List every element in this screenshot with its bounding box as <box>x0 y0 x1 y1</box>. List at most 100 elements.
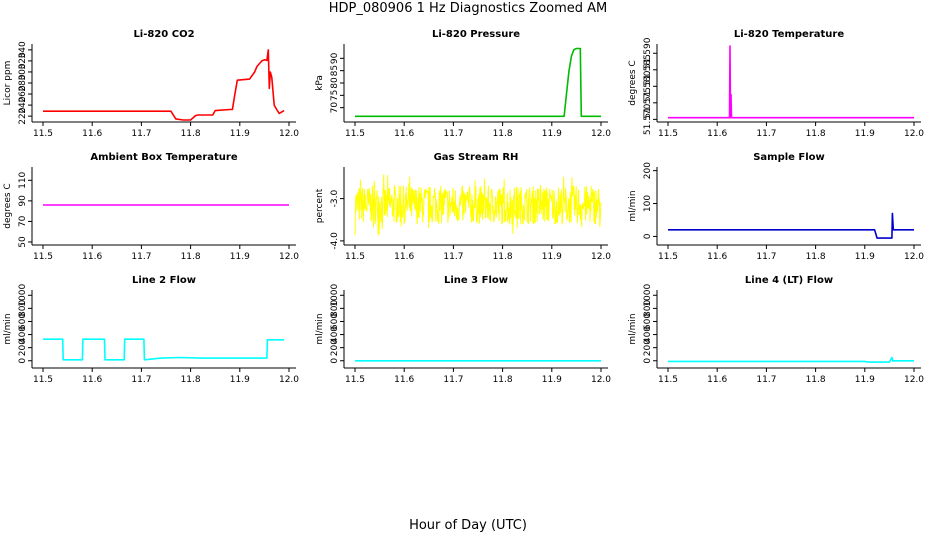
x-tick-label: 11.8 <box>181 375 201 385</box>
figure-title: HDP_080906 1 Hz Diagnostics Zoomed AM <box>328 1 608 16</box>
x-tick-label: 11.6 <box>707 375 727 385</box>
x-tick-label: 11.9 <box>855 129 875 139</box>
x-tick-label: 11.7 <box>756 252 776 262</box>
x-tick-label: 11.6 <box>82 129 102 139</box>
y-tick-label: 280 <box>18 74 28 91</box>
y-tick-label: 100 <box>643 195 653 212</box>
y-tick-label: 85 <box>330 65 340 76</box>
y-tick-label: 400 <box>643 326 653 343</box>
y-tick-label: 600 <box>643 313 653 330</box>
x-tick-label: 11.5 <box>345 375 365 385</box>
series-line <box>668 212 914 239</box>
panel-1: Li-820 CO2 11.5 11.6 11.7 11.8 11.9 12.0 220240… <box>3 29 299 139</box>
x-tick-label: 11.5 <box>658 129 678 139</box>
y-tick-label: 0 <box>643 358 653 364</box>
x-tick-label: 12.0 <box>904 252 924 262</box>
y-tick-label: -4.0 <box>330 232 340 250</box>
panel-title: Line 2 Flow <box>132 275 196 286</box>
panel-3: Li-820 Temperature 11.5 11.6 11.7 11.8 11.9 12… <box>628 29 924 139</box>
x-tick-label: 11.9 <box>230 375 250 385</box>
y-tick-label: 200 <box>330 339 340 356</box>
panel-9: Line 4 (LT) Flow 11.5 11.6 11.7 11.8 11.9 12.0… <box>628 275 924 385</box>
x-tick-label: 12.0 <box>591 252 611 262</box>
x-tick-label: 11.8 <box>181 252 201 262</box>
x-tick-label: 11.9 <box>855 252 875 262</box>
x-tick-label: 11.5 <box>658 375 678 385</box>
y-tick-label: 600 <box>18 313 28 330</box>
y-tick-label: 220 <box>18 107 28 124</box>
x-tick-label: 11.7 <box>131 375 151 385</box>
y-tick-label: 200 <box>18 339 28 356</box>
y-tick-label: 0 <box>643 233 653 239</box>
x-tick-label: 12.0 <box>904 375 924 385</box>
x-tick-label: 11.7 <box>131 252 151 262</box>
x-tick-label: 11.8 <box>493 129 513 139</box>
x-tick-label: 11.6 <box>394 129 414 139</box>
x-tick-label: 11.7 <box>443 375 463 385</box>
y-tick-label: 0 <box>330 358 340 364</box>
y-tick-label: 51.590 <box>643 37 653 69</box>
panel-title: Li-820 Temperature <box>734 29 844 40</box>
y-tick-label: 51.575 <box>643 87 653 119</box>
y-tick-label: 800 <box>18 300 28 317</box>
y-tick-label: 800 <box>643 300 653 317</box>
x-tick-label: 11.5 <box>658 252 678 262</box>
y-tick-label: 340 <box>18 41 28 58</box>
x-tick-label: 11.7 <box>756 375 776 385</box>
x-tick-label: 11.8 <box>806 375 826 385</box>
series-line <box>43 49 285 121</box>
x-tick-label: 11.6 <box>82 375 102 385</box>
panel-title: Ambient Box Temperature <box>90 152 237 163</box>
y-tick-label: 90 <box>18 195 28 207</box>
x-tick-label: 11.7 <box>443 252 463 262</box>
panel-title: Gas Stream RH <box>434 152 519 163</box>
x-tick-label: 11.8 <box>806 129 826 139</box>
panel-2: Li-820 Pressure 11.5 11.6 11.7 11.8 11.9 12.0 7… <box>315 29 611 139</box>
x-tick-label: 11.8 <box>806 252 826 262</box>
x-tick-label: 11.5 <box>33 252 53 262</box>
y-axis-label: degrees C <box>628 60 638 105</box>
y-tick-label: 400 <box>330 326 340 343</box>
panel-6: Sample Flow 11.5 11.6 11.7 11.8 11.9 12.0 0 100 2… <box>628 152 924 262</box>
series-line <box>668 356 914 363</box>
x-tick-label: 11.6 <box>394 252 414 262</box>
y-tick-label: 260 <box>18 85 28 102</box>
x-tick-label: 11.9 <box>855 375 875 385</box>
x-tick-label: 11.7 <box>756 129 776 139</box>
x-tick-label: 11.9 <box>230 129 250 139</box>
x-tick-label: 11.5 <box>345 129 365 139</box>
y-tick-label: 300 <box>18 63 28 80</box>
y-axis-label: degrees C <box>3 183 13 228</box>
y-tick-label: 1000 <box>643 284 653 307</box>
x-tick-label: 11.5 <box>33 129 53 139</box>
y-tick-label: 0 <box>18 358 28 364</box>
x-axis-label: Hour of Day (UTC) <box>409 518 527 533</box>
panel-5: Gas Stream RH 11.5 11.6 11.7 11.8 11.9 12.0 -4.… <box>315 152 611 262</box>
y-tick-label: 800 <box>330 300 340 317</box>
y-tick-label: 200 <box>643 339 653 356</box>
x-tick-label: 12.0 <box>591 375 611 385</box>
panel-title: Line 3 Flow <box>444 275 508 286</box>
x-tick-label: 11.6 <box>394 375 414 385</box>
y-axis-label: percent <box>315 188 325 223</box>
x-tick-label: 12.0 <box>279 252 299 262</box>
x-tick-label: 12.0 <box>904 129 924 139</box>
x-tick-label: 11.5 <box>33 375 53 385</box>
panel-8: Line 3 Flow 11.5 11.6 11.7 11.8 11.9 12.0 0 2004… <box>315 275 611 385</box>
y-tick-label: 1000 <box>330 284 340 307</box>
x-tick-label: 11.8 <box>493 375 513 385</box>
y-tick-label: -3.0 <box>330 190 340 208</box>
x-tick-label: 11.6 <box>82 252 102 262</box>
x-tick-label: 11.6 <box>707 252 727 262</box>
y-tick-label: 80 <box>330 77 340 89</box>
x-tick-label: 11.8 <box>493 252 513 262</box>
x-tick-label: 11.7 <box>443 129 463 139</box>
x-tick-label: 12.0 <box>279 129 299 139</box>
y-tick-label: 400 <box>18 326 28 343</box>
panel-7: Line 2 Flow 11.5 11.6 11.7 11.8 11.9 12.0 0 2004… <box>3 275 299 385</box>
y-axis-label: ml/min <box>628 313 638 344</box>
x-tick-label: 12.0 <box>279 375 299 385</box>
panel-title: Sample Flow <box>753 152 825 163</box>
y-tick-label: 110 <box>18 171 28 188</box>
